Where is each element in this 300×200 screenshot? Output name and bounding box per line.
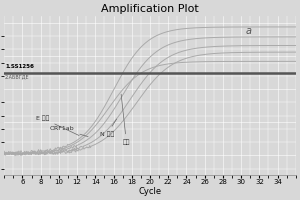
Text: E 基因: E 基因: [36, 116, 79, 136]
Text: N 基因: N 基因: [100, 119, 117, 137]
X-axis label: Cycle: Cycle: [138, 187, 162, 196]
Text: ORF1ab: ORF1ab: [50, 126, 88, 137]
Text: 1.SS1256: 1.SS1256: [5, 64, 34, 69]
Text: 2.АБВГДЕ: 2.АБВГДЕ: [5, 75, 30, 80]
Text: a: a: [246, 26, 252, 36]
Text: 内标: 内标: [121, 94, 130, 145]
Title: Amplification Plot: Amplification Plot: [101, 4, 199, 14]
